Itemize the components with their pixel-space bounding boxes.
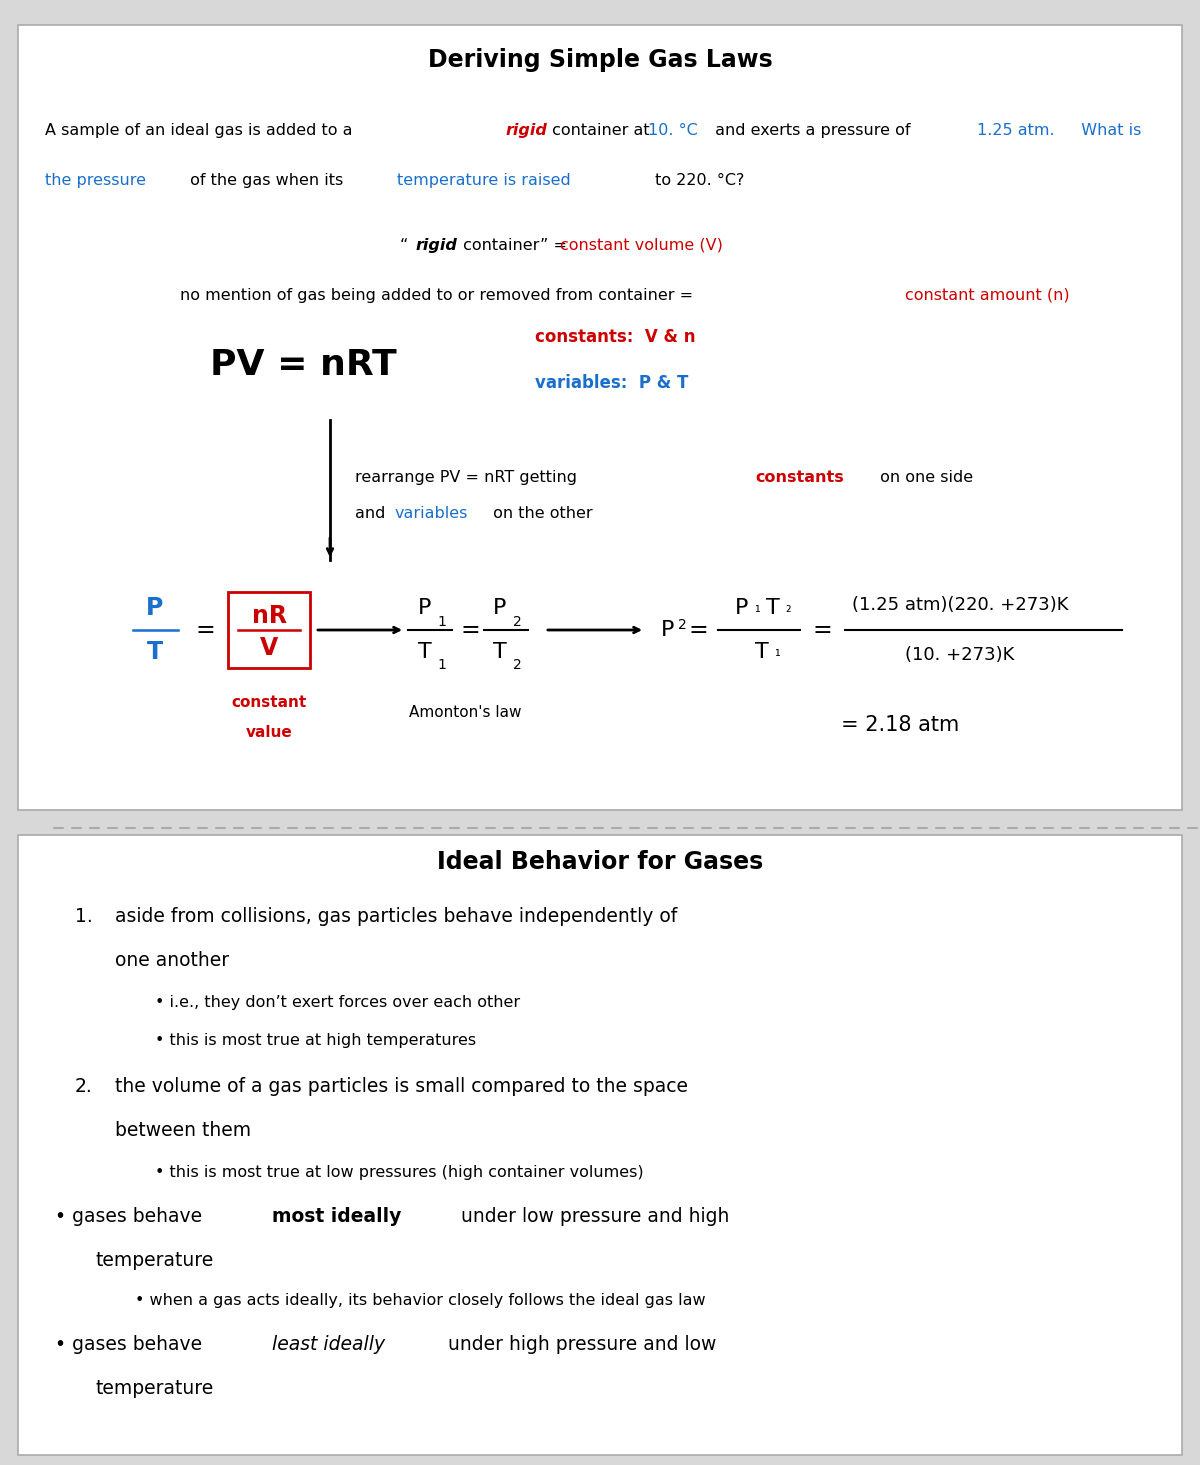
Text: • gases behave: • gases behave — [55, 1336, 208, 1355]
Text: “: “ — [400, 237, 408, 252]
Text: constants: constants — [755, 469, 844, 485]
Text: =: = — [688, 618, 708, 642]
Text: T: T — [418, 642, 432, 662]
Text: rigid: rigid — [415, 237, 457, 252]
Text: of the gas when its: of the gas when its — [185, 173, 348, 188]
Text: • i.e., they don’t exert forces over each other: • i.e., they don’t exert forces over eac… — [155, 996, 520, 1011]
Text: Deriving Simple Gas Laws: Deriving Simple Gas Laws — [427, 48, 773, 72]
Text: rigid: rigid — [505, 123, 547, 138]
Text: What is: What is — [1072, 123, 1141, 138]
Text: V: V — [260, 636, 278, 661]
Text: constant: constant — [232, 694, 307, 709]
Text: value: value — [246, 725, 293, 740]
Text: (1.25 atm)(220. +273)K: (1.25 atm)(220. +273)K — [852, 596, 1068, 614]
Text: on one side: on one side — [875, 469, 973, 485]
Text: constant volume (V): constant volume (V) — [560, 237, 722, 252]
Text: no mention of gas being added to or removed from container =: no mention of gas being added to or remo… — [180, 287, 698, 302]
Text: and: and — [355, 505, 390, 520]
Text: 2: 2 — [512, 658, 521, 672]
Text: A sample of an ideal gas is added to a: A sample of an ideal gas is added to a — [46, 123, 358, 138]
Text: T: T — [146, 640, 163, 664]
Text: temperature: temperature — [95, 1379, 214, 1398]
Text: temperature is raised: temperature is raised — [397, 173, 571, 188]
Text: =: = — [196, 618, 215, 642]
Text: variables:  P & T: variables: P & T — [535, 374, 689, 393]
Text: 1.25 atm.: 1.25 atm. — [977, 123, 1055, 138]
FancyBboxPatch shape — [18, 25, 1182, 810]
Text: ₁: ₁ — [754, 601, 760, 615]
Text: (10. +273)K: (10. +273)K — [905, 646, 1015, 664]
Text: Amonton's law: Amonton's law — [409, 705, 521, 719]
Text: variables: variables — [395, 505, 468, 520]
Text: to 220. °C?: to 220. °C? — [650, 173, 744, 188]
Text: and exerts a pressure of: and exerts a pressure of — [710, 123, 916, 138]
Text: T: T — [755, 642, 769, 662]
Text: rearrange PV = nRT getting: rearrange PV = nRT getting — [355, 469, 582, 485]
Text: P: P — [146, 596, 163, 620]
Text: 2: 2 — [512, 615, 521, 628]
Text: T: T — [493, 642, 506, 662]
Text: temperature: temperature — [95, 1251, 214, 1270]
Text: T: T — [766, 598, 780, 618]
Text: =: = — [460, 618, 480, 642]
Bar — [228, 592, 310, 668]
Text: nR: nR — [252, 604, 287, 628]
Text: = 2.18 atm: = 2.18 atm — [841, 715, 959, 735]
Text: • gases behave: • gases behave — [55, 1207, 208, 1226]
Text: P: P — [419, 598, 432, 618]
FancyBboxPatch shape — [18, 835, 1182, 1455]
Text: under low pressure and high: under low pressure and high — [455, 1207, 730, 1226]
Text: P: P — [661, 620, 674, 640]
Text: the pressure: the pressure — [46, 173, 146, 188]
Text: constant amount (n): constant amount (n) — [905, 287, 1069, 302]
Text: container at: container at — [547, 123, 655, 138]
Text: container” =: container” = — [458, 237, 572, 252]
Text: • this is most true at high temperatures: • this is most true at high temperatures — [155, 1033, 476, 1047]
Text: 1: 1 — [438, 658, 446, 672]
Text: 10. °C: 10. °C — [648, 123, 697, 138]
Text: Ideal Behavior for Gases: Ideal Behavior for Gases — [437, 850, 763, 875]
Text: on the other: on the other — [488, 505, 593, 520]
Text: 1.: 1. — [74, 907, 92, 926]
Text: P: P — [736, 598, 749, 618]
Text: PV = nRT: PV = nRT — [210, 349, 397, 382]
Text: aside from collisions, gas particles behave independently of: aside from collisions, gas particles beh… — [115, 907, 677, 926]
Text: 2.: 2. — [74, 1077, 92, 1096]
Text: 2: 2 — [678, 618, 686, 631]
Text: • this is most true at low pressures (high container volumes): • this is most true at low pressures (hi… — [155, 1165, 643, 1179]
Text: the volume of a gas particles is small compared to the space: the volume of a gas particles is small c… — [115, 1077, 688, 1096]
Text: • when a gas acts ideally, its behavior closely follows the ideal gas law: • when a gas acts ideally, its behavior … — [134, 1292, 706, 1307]
Text: ₁: ₁ — [774, 645, 780, 659]
Text: between them: between them — [115, 1121, 251, 1140]
Text: =: = — [812, 618, 832, 642]
Text: constants:  V & n: constants: V & n — [535, 328, 696, 346]
Text: least ideally: least ideally — [272, 1336, 385, 1355]
Text: under high pressure and low: under high pressure and low — [442, 1336, 716, 1355]
Text: ₂: ₂ — [785, 601, 791, 615]
Text: 1: 1 — [438, 615, 446, 628]
Text: one another: one another — [115, 951, 229, 970]
Text: most ideally: most ideally — [272, 1207, 401, 1226]
Text: P: P — [493, 598, 506, 618]
